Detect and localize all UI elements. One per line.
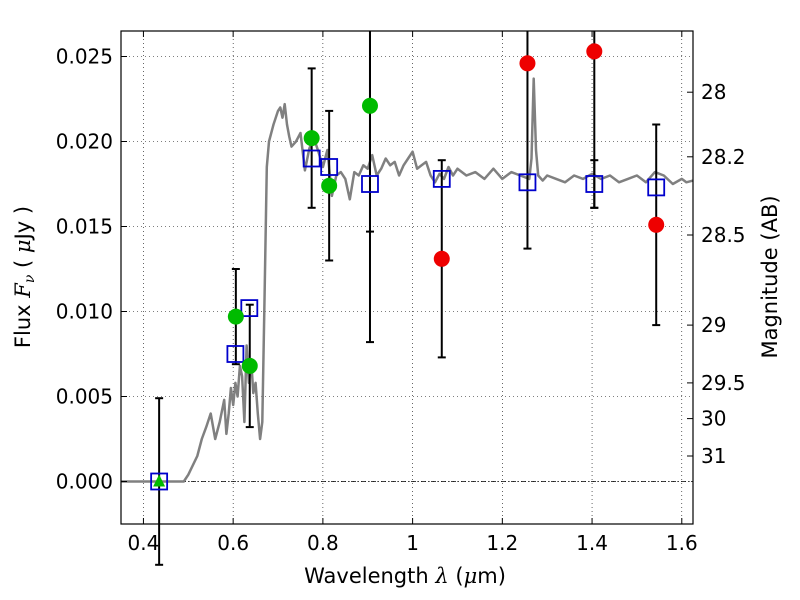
model-photometry-square [432,169,451,188]
model-photometry-square [361,175,379,193]
model-photometry-square [226,345,245,363]
plot-frame [120,30,694,525]
ir-detection-point [586,43,603,60]
model-photometry-square [150,472,169,491]
y2-tick-label: 31 [701,444,726,468]
x-tick-label: 1.4 [576,531,608,555]
ir-detection-point [648,216,665,233]
x-tick-label: 0.8 [307,531,339,555]
hst-detection-point [227,308,244,325]
hst-detection-point [361,97,378,114]
y2-tick-label: 28.5 [701,223,746,247]
hst-detection-point [303,130,320,147]
y-axis-ticks: 0.000 0.005 0.010 0.015 0.020 0.025 [56,45,127,494]
model-photometry-square [240,299,259,318]
y-tick-label: 0.025 [56,45,113,69]
y-tick-label: 0.000 [56,470,113,494]
y-tick-label: 0.010 [56,300,113,324]
y2-tick-label: 29.5 [701,371,746,395]
x-tick-label: 1.6 [666,531,698,555]
x-axis-ticks: 0.4 0.6 0.8 1 1.2 1.4 1.6 [128,31,698,555]
ir-detection-point [519,55,536,72]
model-photometry-square [320,158,339,176]
y-tick-label: 0.020 [56,130,113,154]
y-tick-label: 0.015 [56,215,113,239]
x-axis-label: Wavelength λ (μm) [304,564,506,588]
model-spectrum-line [121,77,694,483]
y2-tick-label: 29 [701,313,726,337]
ir-detection-point [433,250,450,267]
x-tick-label: 0.4 [128,531,160,555]
x-tick-label: 1.2 [486,531,518,555]
y2-axis-label: Magnitude (AB) [758,195,782,358]
model-photometry-square [647,178,666,197]
y-axis-label: Flux Fν ( μJy ) [11,206,38,348]
y2-tick-label: 28.2 [701,145,746,169]
y2-tick-label: 28 [701,80,726,104]
x-tick-label: 1 [406,531,419,555]
x-tick-label: 0.6 [217,531,249,555]
plot-area [121,31,694,566]
hst-detection-point [241,357,258,374]
y2-tick-label: 30 [701,407,726,431]
upper-limit-marker [153,474,166,487]
model-photometry-square [302,149,321,168]
model-photometry-square [518,173,537,192]
hst-detection-point [321,177,338,194]
model-photometry-square [585,175,604,193]
grid-lines [121,31,693,524]
y2-axis-ticks: 28 28.2 28.5 29 29.5 30 31 [687,80,746,468]
y-tick-label: 0.005 [56,385,113,409]
